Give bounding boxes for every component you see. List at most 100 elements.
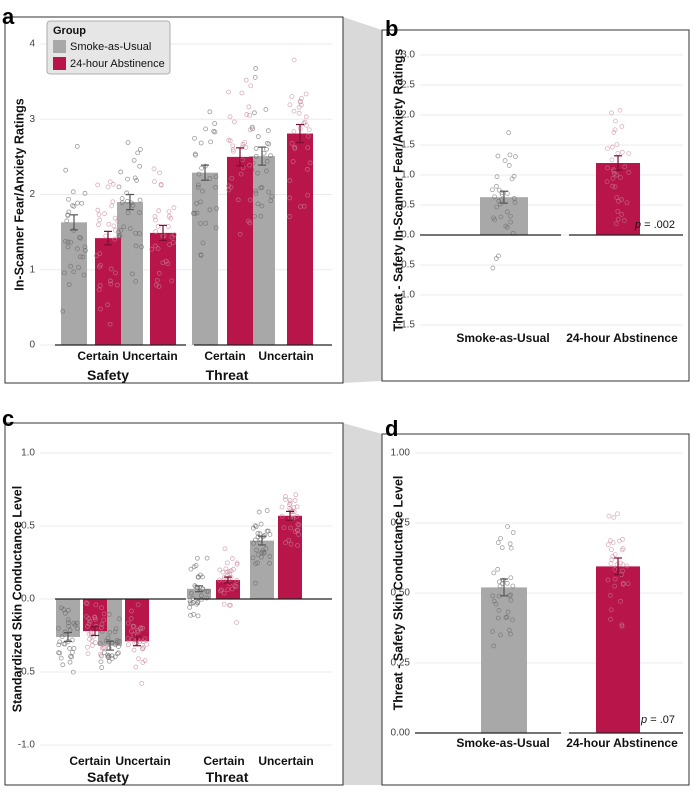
data-point (222, 546, 228, 552)
data-point (286, 537, 292, 543)
data-point (287, 214, 292, 219)
data-point (612, 552, 618, 558)
data-point (194, 555, 200, 561)
data-point (112, 215, 118, 221)
data-point (112, 642, 118, 647)
data-point (192, 135, 197, 141)
data-point (115, 218, 121, 224)
data-point (258, 185, 264, 191)
data-point (129, 271, 135, 277)
data-point (508, 545, 514, 551)
data-point (140, 646, 146, 652)
data-point (296, 104, 302, 110)
data-point (155, 246, 161, 251)
data-point (259, 550, 265, 556)
data-point (133, 243, 139, 249)
data-point (74, 144, 80, 149)
data-point (305, 145, 311, 151)
data-point (203, 126, 209, 132)
data-point (114, 651, 120, 657)
data-point (62, 270, 67, 276)
data-point (490, 629, 496, 634)
data-point (170, 240, 176, 245)
data-point (267, 532, 273, 537)
data-point (492, 194, 498, 200)
data-point (223, 566, 229, 572)
data-point (99, 665, 105, 670)
data-point (169, 278, 175, 284)
category-label: Smoke-as-Usual (456, 331, 549, 345)
category-label: Certain (203, 754, 244, 768)
data-point (199, 165, 204, 171)
data-point (495, 153, 501, 159)
data-point (490, 265, 496, 271)
data-point (498, 632, 503, 638)
data-point (217, 567, 223, 573)
data-point (615, 216, 621, 222)
data-point (307, 160, 313, 166)
data-point (151, 166, 157, 172)
data-point (214, 206, 219, 211)
group-label: Safety (87, 769, 129, 785)
data-point (294, 513, 300, 519)
data-point (198, 140, 204, 146)
data-point (619, 547, 625, 553)
data-point (221, 601, 227, 607)
data-point (97, 641, 103, 647)
data-point (292, 498, 298, 503)
data-point (85, 624, 90, 629)
y-tick-label: 3.0 (401, 50, 415, 61)
data-point (613, 221, 619, 227)
data-point (495, 540, 501, 546)
y-axis-label: Standardized Skin Conductance Level (10, 486, 24, 712)
data-point (125, 176, 130, 182)
data-point (204, 555, 210, 561)
data-point (86, 621, 92, 627)
y-tick-label: 1 (29, 264, 35, 275)
data-point (65, 213, 71, 218)
data-point (160, 260, 166, 266)
data-point (288, 541, 294, 547)
data-point (234, 560, 240, 566)
data-point (105, 184, 111, 190)
data-point (107, 321, 113, 327)
data-point (612, 583, 618, 589)
data-point (615, 208, 621, 214)
data-point (255, 134, 261, 139)
data-point (56, 642, 62, 648)
data-point (65, 617, 71, 623)
data-point (494, 204, 500, 210)
data-point (614, 142, 620, 148)
y-tick-label: 2 (29, 189, 35, 200)
data-point (264, 158, 270, 164)
data-point (253, 191, 259, 196)
data-point (157, 170, 162, 176)
data-point (93, 253, 99, 259)
legend-swatch (53, 57, 66, 70)
connector-a-b (343, 17, 382, 383)
data-point (621, 218, 627, 223)
panel-frame (381, 433, 690, 786)
data-point (188, 566, 194, 572)
data-point (219, 587, 224, 593)
data-point (229, 175, 235, 181)
data-point (495, 566, 501, 572)
data-point (108, 281, 114, 287)
data-point (192, 211, 198, 216)
data-point (203, 220, 209, 226)
data-point (140, 639, 146, 645)
data-point (616, 198, 621, 204)
data-point (497, 201, 503, 207)
category-label: Uncertain (258, 754, 313, 768)
data-point (110, 199, 116, 205)
data-point (129, 636, 135, 642)
data-point (113, 626, 119, 632)
data-point (68, 239, 74, 245)
y-tick-label: 1.5 (401, 140, 415, 151)
data-point (118, 227, 124, 233)
data-point (508, 213, 513, 219)
data-point (68, 263, 74, 269)
data-point (292, 146, 298, 151)
panel-label: b (385, 16, 398, 41)
data-point (287, 195, 293, 201)
